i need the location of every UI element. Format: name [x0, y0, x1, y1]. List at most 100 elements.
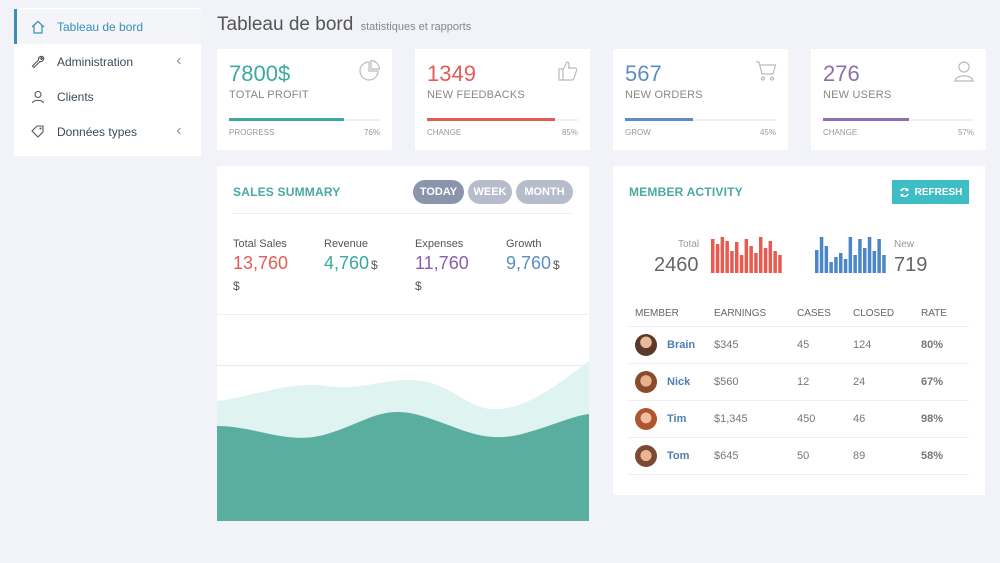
- sparkline-bar: [834, 257, 838, 273]
- member-name[interactable]: Brain: [667, 338, 696, 351]
- refresh-button[interactable]: REFRESH: [892, 180, 969, 204]
- closed-cell: 124: [853, 326, 921, 364]
- closed-cell: 24: [853, 363, 921, 401]
- sparkline-bar: [843, 259, 848, 273]
- sidebar-item-tableau-de-bord[interactable]: Tableau de bord: [14, 9, 201, 44]
- home-icon: [28, 17, 48, 37]
- refresh-label: REFRESH: [914, 186, 963, 198]
- tab-month[interactable]: MONTH: [516, 180, 573, 204]
- progress-track: [625, 118, 776, 121]
- sparkline-bar: [872, 251, 877, 273]
- pie-chart-icon: [358, 59, 382, 83]
- sidebar-item-label: Clients: [57, 89, 94, 104]
- member-name[interactable]: Nick: [667, 375, 691, 388]
- rate-cell: 58%: [921, 437, 969, 475]
- stat-footer-label: GROW: [625, 128, 651, 137]
- sparkline-bar: [773, 251, 777, 273]
- sidebar-item-donnees-types[interactable]: Données types: [14, 114, 201, 149]
- sidebar-item-clients[interactable]: Clients: [14, 79, 201, 114]
- sparkline-bar: [759, 237, 763, 273]
- area-chart: [217, 361, 589, 521]
- stat-value: 7800$: [229, 61, 291, 86]
- sparkline-bar: [725, 241, 729, 273]
- stat-value: 276: [823, 61, 860, 86]
- sparkline-bar: [867, 237, 872, 273]
- progress-track: [229, 118, 380, 121]
- sparkline-bar: [877, 239, 881, 273]
- sparkline-bar: [739, 255, 744, 273]
- stat-value: 1349: [427, 61, 476, 86]
- avatar: [635, 407, 657, 430]
- summary-label: Total Sales: [233, 238, 287, 250]
- member-activity-title: MEMBER ACTIVITY: [629, 185, 743, 199]
- user-icon: [28, 87, 48, 107]
- earnings-cell: $1,345: [714, 400, 797, 438]
- member-cell: Tim: [628, 400, 714, 438]
- sales-summary-title: SALES SUMMARY: [233, 185, 341, 199]
- summary-label: Growth: [506, 238, 542, 250]
- progress-bar: [229, 118, 344, 121]
- sales-summary-panel: [217, 166, 589, 521]
- sparkline-bar: [720, 237, 725, 273]
- summary-value: 13,760 $: [233, 253, 313, 295]
- sidebar-item-label: Administration: [57, 54, 134, 69]
- table-row: Brain $345 45 124 80%: [628, 326, 969, 364]
- summary-number: 9,760: [506, 253, 552, 273]
- tab-week[interactable]: WEEK: [468, 180, 512, 204]
- earnings-cell: $560: [714, 363, 797, 401]
- earnings-cell: $345: [714, 326, 797, 364]
- summary-revenue: Revenue 4,760 $: [324, 238, 378, 274]
- stat-footer-value: 76%: [363, 128, 380, 137]
- total-value: 2460: [654, 254, 699, 276]
- sparkline-bar: [778, 255, 782, 273]
- stat-label: NEW USERS: [823, 89, 892, 101]
- sparkline-bar: [853, 255, 857, 273]
- member-table: MEMBER EARNINGS CASES CLOSED RATE Brain …: [628, 302, 969, 475]
- stat-card-new-orders: 567 NEW ORDERS GROW 45%: [613, 49, 788, 150]
- chevron-left-icon: [175, 125, 183, 139]
- progress-track: [427, 118, 578, 121]
- member-name[interactable]: Tim: [667, 412, 687, 425]
- sparkline-bar: [730, 251, 734, 273]
- summary-number: 11,760: [415, 253, 469, 273]
- table-row: Nick $560 12 24 67%: [628, 363, 969, 401]
- column-header: EARNINGS: [714, 302, 797, 327]
- sidebar-item-administration[interactable]: Administration: [14, 44, 201, 79]
- avatar: [635, 333, 657, 356]
- progress-bar: [823, 118, 910, 121]
- user-icon: [952, 59, 976, 83]
- member-cell: Tom: [628, 437, 714, 475]
- summary-unit: $: [553, 258, 560, 272]
- stat-card-new-feedbacks: 1349 NEW FEEDBACKS CHANGE 85%: [415, 49, 590, 150]
- member-name[interactable]: Tom: [667, 449, 690, 462]
- stat-card-new-users: 276 NEW USERS CHANGE 57%: [811, 49, 986, 150]
- new-value: 719: [894, 254, 928, 276]
- sparkline-bar: [735, 242, 739, 273]
- sidebar-item-label: Données types: [57, 124, 138, 139]
- sidebar: Tableau de bord Administration Clients D…: [14, 8, 201, 156]
- refresh-icon: [899, 187, 909, 197]
- sparkline-bar: [839, 253, 843, 273]
- sparkline-bar: [848, 237, 853, 273]
- progress-bar: [427, 118, 556, 121]
- progress-track: [823, 118, 974, 121]
- page-subtitle: statistiques et rapports: [360, 21, 472, 33]
- table-row: Tim $1,345 450 46 98%: [628, 400, 969, 438]
- summary-unit: $: [415, 279, 422, 293]
- summary-unit: $: [371, 258, 378, 272]
- sparkline-bar: [824, 246, 829, 273]
- earnings-cell: $645: [714, 437, 797, 475]
- tab-today[interactable]: TODAY: [413, 180, 464, 204]
- stat-footer-value: 57%: [957, 128, 974, 137]
- sparkline-bar: [819, 237, 824, 273]
- column-header: CASES: [797, 302, 853, 327]
- sparkline-bar: [715, 244, 720, 273]
- rate-cell: 67%: [921, 363, 969, 401]
- divider: [232, 213, 574, 214]
- stat-footer: CHANGE 85%: [427, 128, 578, 137]
- sparkline-bar: [815, 250, 819, 273]
- sparkline-bar: [829, 262, 833, 273]
- column-header: RATE: [921, 302, 969, 327]
- sidebar-item-label: Tableau de bord: [57, 19, 144, 34]
- total-sparkline: [711, 237, 782, 273]
